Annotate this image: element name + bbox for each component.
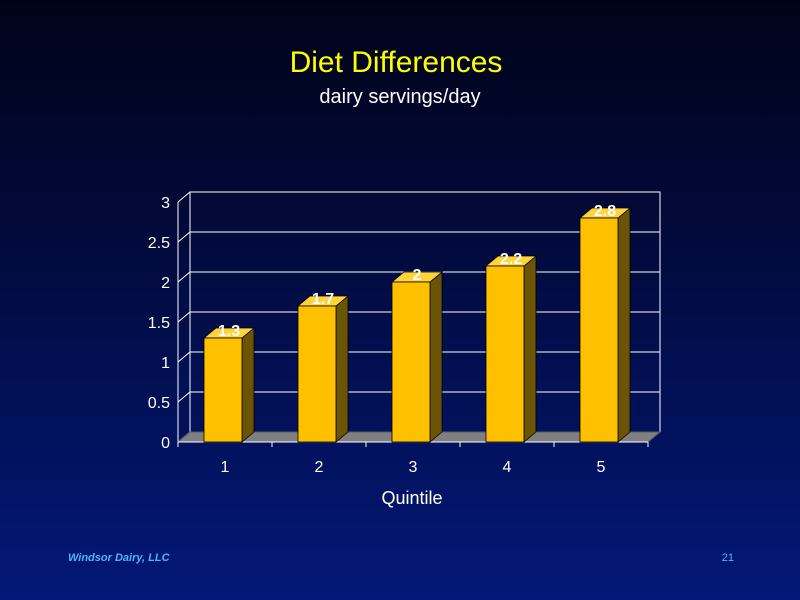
x-tick-label: 1 [221,459,230,476]
y-tick-label: 3 [161,195,170,212]
bar-side [523,255,537,443]
chart-title: Diet Differences [289,46,503,79]
side-wall-line [177,311,191,323]
data-label: 1.7 [312,291,334,308]
bar-side [617,207,631,443]
y-tick-label: 1 [161,355,170,372]
bar [485,265,525,443]
side-wall-line [177,191,191,203]
bar [203,337,243,443]
y-tick-label: 2.5 [148,235,170,252]
y-tick-label: 0 [161,435,170,452]
footer-company: Windsor Dairy, LLC [68,552,170,564]
bar-side [429,271,443,443]
y-tick-label: 1.5 [148,315,170,332]
bar [579,217,619,443]
x-axis-title: Quintile [381,488,442,508]
side-wall-line [177,391,191,403]
page-number: 21 [721,552,734,564]
data-label: 2.2 [500,251,522,268]
x-tick-label: 2 [315,459,324,476]
side-wall-line [177,351,191,363]
chart-subtitle: dairy servings/day [319,86,481,108]
y-tick-label: 2 [161,275,170,292]
x-tick-label: 4 [503,459,512,476]
data-label: 1.3 [218,323,240,340]
data-label: 2 [413,267,422,284]
bar [297,305,337,443]
data-label: 2.8 [594,203,616,220]
side-wall-line [177,231,191,243]
bar-side [335,295,349,443]
bar-side [241,327,255,443]
x-tick-label: 3 [409,459,418,476]
y-tick-label: 0.5 [148,395,170,412]
side-wall-line [177,271,191,283]
bar [391,281,431,443]
x-tick-label: 5 [597,459,606,476]
